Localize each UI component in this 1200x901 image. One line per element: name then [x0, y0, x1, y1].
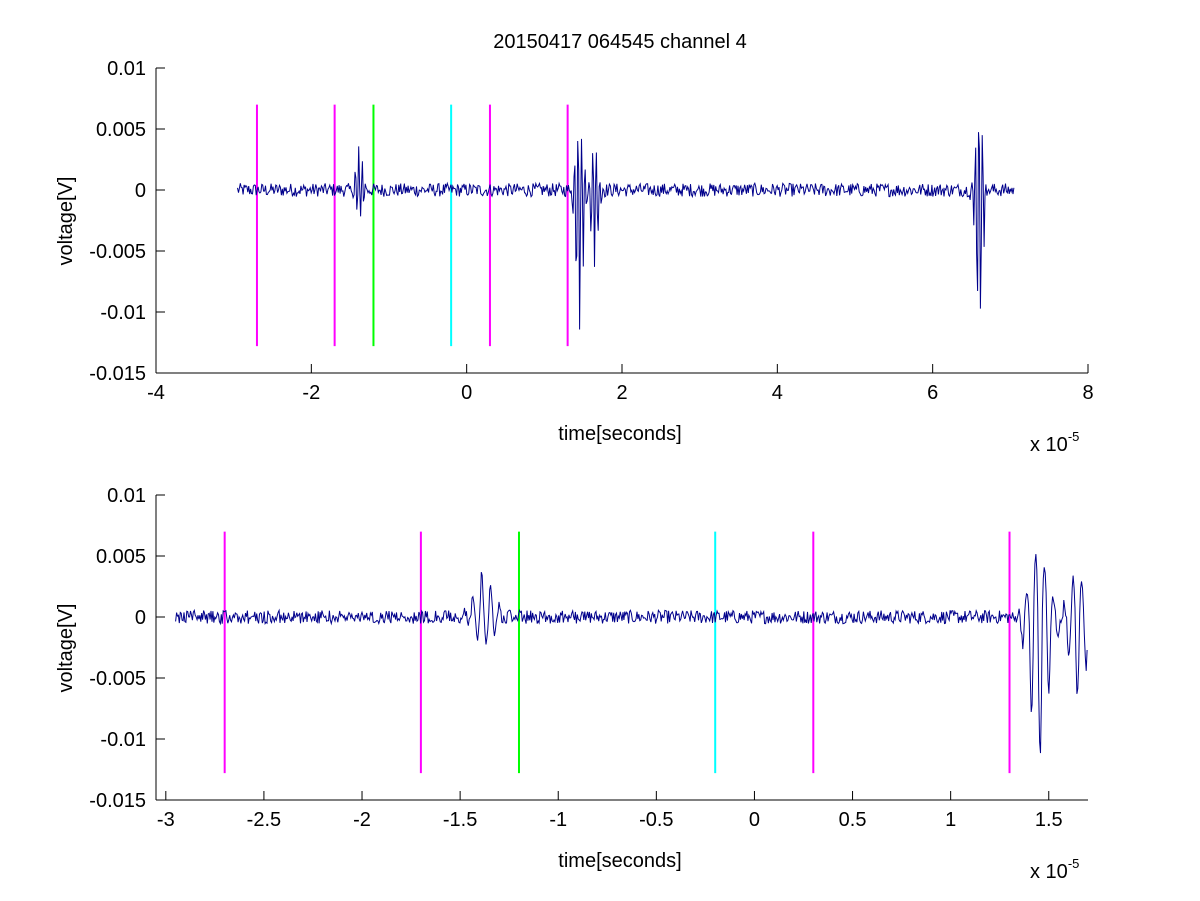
bottom-x-tick-label: -0.5 [639, 809, 673, 831]
top-y-tick-label: -0.01 [100, 302, 146, 324]
top-plot-content [237, 104, 1015, 347]
bottom-y-tick-label: -0.015 [89, 790, 146, 812]
top-y-tick-label: 0 [135, 180, 146, 202]
bottom-x-tick-label: -3 [157, 809, 175, 831]
bottom-y-tick-label: 0 [135, 607, 146, 629]
bottom-x-tick-label: -1 [549, 809, 567, 831]
top-y-tick-label: -0.015 [89, 363, 146, 385]
bottom-x-tick-label: -2.5 [247, 809, 281, 831]
bottom-x-tick-label: 0 [749, 809, 760, 831]
bottom-plot-content [175, 531, 1088, 774]
top-signal-line [237, 132, 1015, 330]
top-plot: -4 -2 0 2 4 6 8 0.01 0.005 0 -0.005 -0.01 -0.015 tim… [55, 58, 1094, 456]
bottom-plot-grid-layer: -3 -2.5 -2 -1.5 -1 -0.5 0 0.5 1 1.5 0.01 0.005 0 -0.0… [89, 485, 1088, 831]
bottom-x-tick-label: 1 [945, 809, 956, 831]
top-xlabel: time[seconds] [558, 423, 681, 445]
top-plot-grid-layer: -4 -2 0 2 4 6 8 0.01 0.005 0 -0.005 -0.01 -0.015 [89, 58, 1093, 404]
bottom-plot: -3 -2.5 -2 -1.5 -1 -0.5 0 0.5 1 1.5 0.01 0.005 0 -0.0… [55, 485, 1088, 883]
bottom-x-tick-label: -2 [353, 809, 371, 831]
bottom-xlabel: time[seconds] [558, 850, 681, 872]
chart-title: 20150417 064545 channel 4 [493, 31, 747, 53]
top-x-tick-label: 8 [1082, 382, 1093, 404]
top-x-tick-label: -4 [147, 382, 165, 404]
top-x-tick-label: -2 [302, 382, 320, 404]
bottom-ylabel: voltage[V] [55, 604, 77, 693]
bottom-signal-line [175, 554, 1088, 754]
bottom-x-tick-label: -1.5 [443, 809, 477, 831]
bottom-x-multiplier: x 10-5 [1030, 856, 1079, 883]
top-x-tick-label: 6 [927, 382, 938, 404]
top-x-multiplier: x 10-5 [1030, 429, 1079, 456]
top-x-tick-label: 4 [772, 382, 783, 404]
top-y-tick-label: 0.01 [107, 58, 146, 80]
top-y-tick-label: 0.005 [96, 119, 146, 141]
top-ylabel: voltage[V] [55, 177, 77, 266]
bottom-x-tick-label: 1.5 [1035, 809, 1063, 831]
top-y-tick-label: -0.005 [89, 241, 146, 263]
bottom-x-tick-label: 0.5 [839, 809, 867, 831]
bottom-y-tick-label: -0.01 [100, 729, 146, 751]
top-x-tick-label: 2 [616, 382, 627, 404]
top-x-tick-label: 0 [461, 382, 472, 404]
bottom-y-tick-label: -0.005 [89, 668, 146, 690]
bottom-y-tick-label: 0.005 [96, 546, 146, 568]
bottom-y-tick-label: 0.01 [107, 485, 146, 507]
